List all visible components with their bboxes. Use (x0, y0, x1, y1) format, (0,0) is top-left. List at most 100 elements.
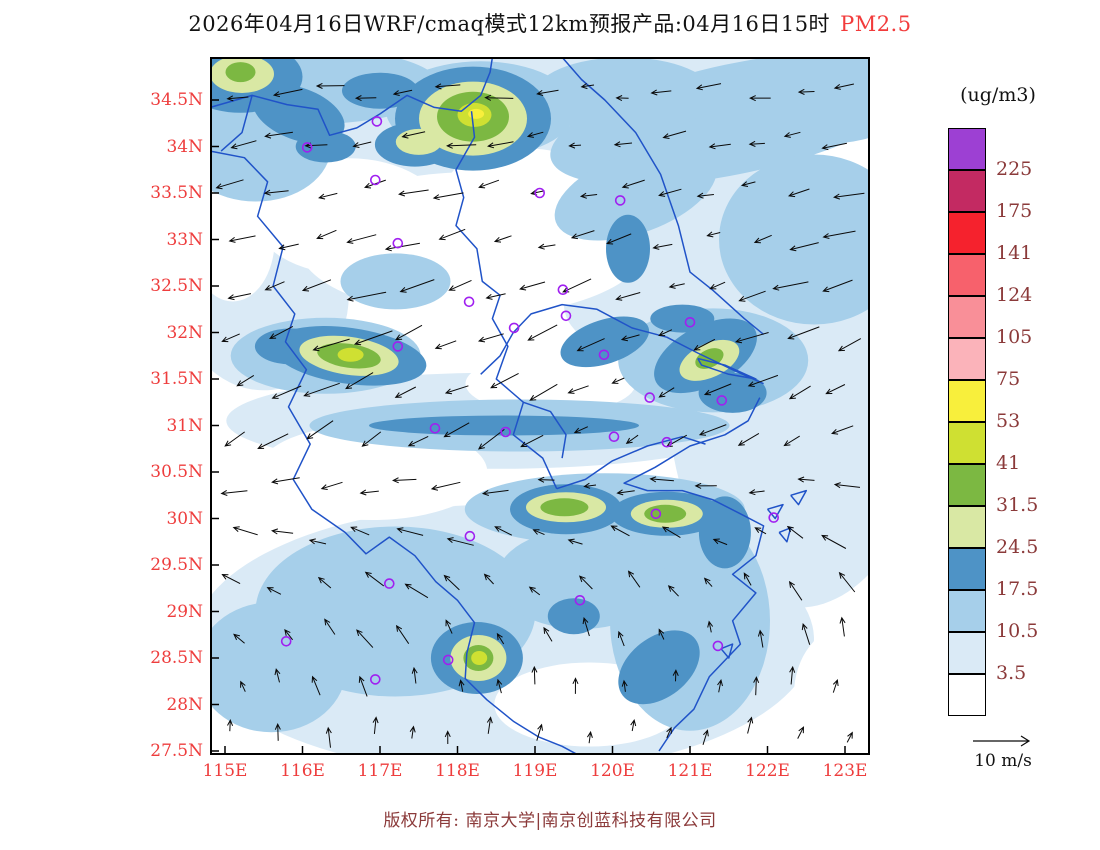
station-marker (370, 674, 381, 685)
wind-arrow (438, 228, 466, 241)
wind-arrow (493, 235, 512, 243)
wind-arrow (346, 234, 377, 244)
lon-tick-label: 116E (280, 761, 325, 781)
lat-tick-label: 31N (166, 415, 203, 436)
wind-arrow (352, 141, 372, 148)
wind-arrow (487, 141, 514, 149)
wind-arrow (831, 425, 854, 435)
wind-arrow (586, 730, 593, 744)
wind-arrow (749, 95, 771, 102)
station-marker (684, 316, 696, 328)
province-boundaries (210, 57, 808, 755)
wind-arrow (789, 242, 819, 252)
wind-arrow (494, 526, 513, 536)
wind-arrow (621, 679, 628, 692)
wind-arrow (404, 583, 429, 599)
wind-arrow (706, 231, 721, 238)
wind-arrow (576, 338, 605, 352)
station-marker (370, 174, 381, 186)
wind-arrow (264, 131, 293, 139)
wind-arrow (833, 83, 855, 90)
lat-tick-label: 30N (166, 508, 203, 529)
wind-arrow (232, 526, 258, 536)
colorbar-swatch (948, 254, 986, 296)
wind-arrow (743, 572, 752, 586)
lat-tick-label: 32.5N (150, 276, 203, 296)
station-marker (371, 116, 383, 127)
wind-arrow (392, 89, 413, 96)
colorbar-value-label: 41 (996, 452, 1021, 474)
lon-tick-label: 119E (512, 761, 558, 781)
wind-arrow (240, 680, 246, 692)
wind-arrow (316, 229, 337, 240)
wind-arrow (306, 420, 334, 440)
wind-scale-legend: 10 m/s (948, 731, 1058, 771)
wind-arrow (797, 88, 815, 95)
wind-arrow (361, 431, 382, 447)
wind-arrow (477, 333, 504, 343)
station-marker (712, 640, 724, 652)
wind-arrow (434, 340, 457, 350)
wind-arrow (445, 619, 453, 634)
station-marker (768, 512, 780, 523)
wind-arrow (220, 489, 248, 496)
wind-arrow (409, 725, 416, 739)
wind-arrow (496, 678, 503, 694)
colorbar-swatch (948, 128, 986, 170)
wind-arrow (620, 334, 640, 342)
station-marker (614, 195, 626, 206)
station-marker (608, 431, 620, 443)
station-marker (301, 142, 313, 153)
wind-arrow (625, 434, 639, 444)
lat-tick-label: 32N (166, 322, 203, 343)
station-marker (644, 392, 656, 403)
wind-arrow (394, 386, 417, 398)
wind-arrow (833, 192, 865, 200)
wind-arrow (567, 385, 589, 394)
wind-arrow (325, 726, 332, 748)
wind-arrow (573, 426, 589, 434)
wind-arrow (667, 585, 679, 597)
wind-arrow (315, 82, 345, 89)
colorbar-swatch (948, 548, 986, 590)
wind-arrow (519, 281, 546, 291)
wind-arrow (308, 538, 327, 545)
wind-arrow (230, 140, 257, 150)
colorbar-swatch (948, 380, 986, 422)
wind-arrow (738, 290, 766, 302)
wind-arrow (448, 279, 472, 291)
wind-arrow (649, 476, 674, 483)
colorbar-value-label: 225 (996, 158, 1033, 180)
wind-scale-label: 10 m/s (974, 751, 1032, 771)
wind-arrow (801, 622, 811, 645)
wind-arrow (696, 192, 714, 199)
wind-arrow (615, 95, 629, 102)
colorbar: 225 175 141 124 105 75 53 41 31.5 24.5 17.5 10.5 3.5 (948, 128, 1058, 720)
wind-arrow (345, 372, 374, 390)
wind-arrow (395, 324, 423, 341)
wind-arrow (754, 527, 767, 535)
wind-arrow (753, 676, 760, 696)
wind-arrow (610, 525, 630, 537)
map-frame (210, 57, 870, 755)
wind-arrow (837, 338, 862, 352)
wind-arrow (536, 89, 559, 96)
map-canvas (210, 57, 870, 755)
wind-arrow (797, 476, 815, 483)
wind-arrow (221, 333, 240, 343)
wind-arrow (532, 529, 545, 536)
wind-arrow (318, 192, 338, 200)
lat-tick-label: 29.5N (150, 555, 203, 575)
wind-arrow (443, 422, 470, 438)
station-marker (650, 508, 662, 520)
wind-arrow (693, 338, 716, 351)
wind-arrow (372, 716, 379, 734)
wind-arrow (703, 383, 732, 396)
colorbar-swatch (948, 338, 986, 380)
wind-arrow (358, 675, 368, 697)
wind-arrow (356, 629, 374, 648)
lon-tick-label: 120E (590, 761, 635, 781)
station-marker (280, 635, 292, 647)
wind-arrow (520, 434, 544, 448)
wind-arrow (272, 88, 303, 98)
